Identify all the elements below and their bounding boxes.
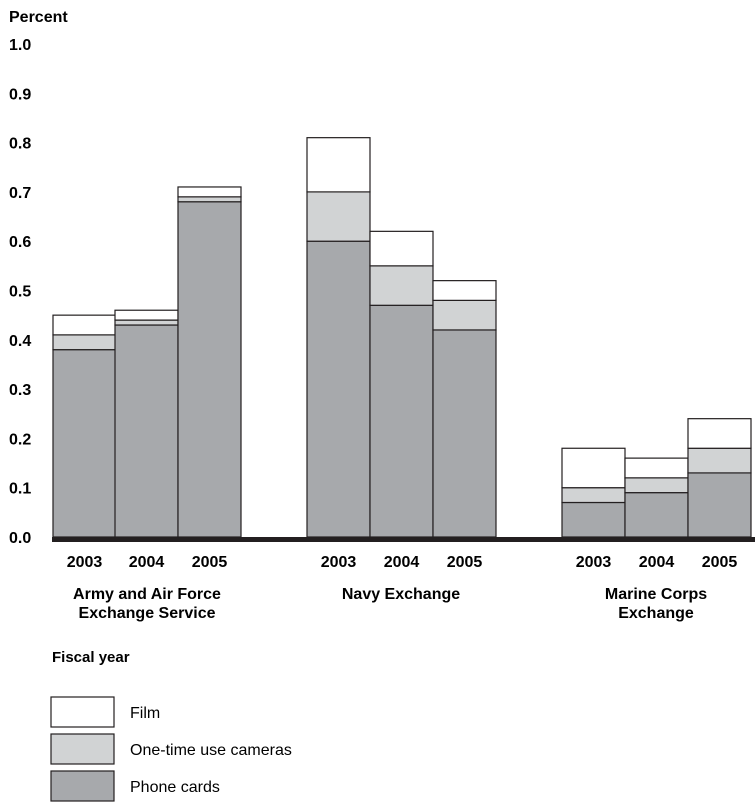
bar-segment-one-time-use-cameras (432, 299, 497, 331)
group-labels: Army and Air Force Exchange Service Navy E… (73, 586, 707, 622)
bar-segment-film (687, 418, 752, 449)
legend-label: Film (130, 705, 160, 722)
y-tick-label: 1.0 (9, 37, 31, 54)
x-category-label: 2005 (447, 554, 483, 571)
legend-swatch (50, 733, 115, 765)
x-category-label: 2005 (192, 554, 228, 571)
y-tick-label: 0.4 (9, 333, 31, 350)
y-tick-label: 0.1 (9, 481, 31, 498)
y-tick-label: 0.6 (9, 234, 31, 251)
bar-segment-phone-cards (624, 492, 689, 538)
bar-segment-film (624, 457, 689, 479)
y-tick-label: 0.0 (9, 530, 31, 547)
legend: Film One-time use cameras Phone cards (50, 696, 292, 802)
bar-segment-one-time-use-cameras (687, 447, 752, 474)
bar-segment-one-time-use-cameras (624, 477, 689, 494)
legend-label: Phone cards (130, 779, 220, 796)
bar-segment-one-time-use-cameras (177, 196, 242, 203)
y-axis-ticks: 1.0 0.9 0.8 0.7 0.6 0.5 0.4 0.3 0.2 0.1 0.0 (9, 37, 31, 547)
group-label: Marine Corps (605, 586, 707, 603)
group-label: Navy Exchange (342, 586, 460, 603)
y-tick-label: 0.8 (9, 136, 31, 153)
bar-segment-one-time-use-cameras (369, 265, 434, 306)
bar-segment-phone-cards (561, 501, 626, 538)
bar-segment-one-time-use-cameras (114, 319, 179, 326)
bar-segment-phone-cards (177, 201, 242, 538)
bar-segment-film (432, 280, 497, 301)
legend-label: One-time use cameras (130, 742, 292, 759)
x-axis-line (52, 537, 755, 542)
bar-segment-film (114, 309, 179, 321)
bar-segment-phone-cards (52, 349, 117, 538)
x-category-label: 2003 (576, 554, 612, 571)
x-category-label: 2004 (639, 554, 675, 571)
group-label: Exchange (618, 605, 694, 622)
y-tick-label: 0.9 (9, 86, 31, 103)
x-category-label: 2003 (67, 554, 103, 571)
y-tick-label: 0.3 (9, 382, 31, 399)
bar-segment-film (369, 230, 434, 267)
bar-segment-phone-cards (432, 329, 497, 538)
bar-segment-film (561, 447, 626, 489)
bar-segment-phone-cards (369, 304, 434, 538)
legend-swatch (50, 696, 115, 728)
bar-segment-film (306, 137, 371, 193)
y-axis-title: Percent (9, 9, 68, 26)
legend-swatch (50, 770, 115, 802)
bar-segment-phone-cards (114, 324, 179, 538)
bar-segment-one-time-use-cameras (52, 334, 117, 351)
group-label: Exchange Service (79, 605, 216, 622)
bars (52, 137, 752, 538)
x-category-label: 2004 (384, 554, 420, 571)
y-tick-label: 0.2 (9, 431, 31, 448)
x-axis-categories: 2003 2004 2005 2003 2004 2005 2003 2004 2005 (67, 554, 738, 571)
bar-segment-phone-cards (306, 240, 371, 538)
x-category-label: 2004 (129, 554, 165, 571)
bar-segment-film (52, 314, 117, 336)
bar-segment-phone-cards (687, 472, 752, 538)
bar-segment-one-time-use-cameras (561, 487, 626, 504)
bar-segment-film (177, 186, 242, 198)
group-label: Army and Air Force (73, 586, 221, 603)
bar-segment-one-time-use-cameras (306, 191, 371, 242)
x-category-label: 2005 (702, 554, 738, 571)
x-axis-title: Fiscal year (52, 649, 130, 666)
y-tick-label: 0.5 (9, 284, 31, 301)
y-tick-label: 0.7 (9, 185, 31, 202)
x-category-label: 2003 (321, 554, 357, 571)
